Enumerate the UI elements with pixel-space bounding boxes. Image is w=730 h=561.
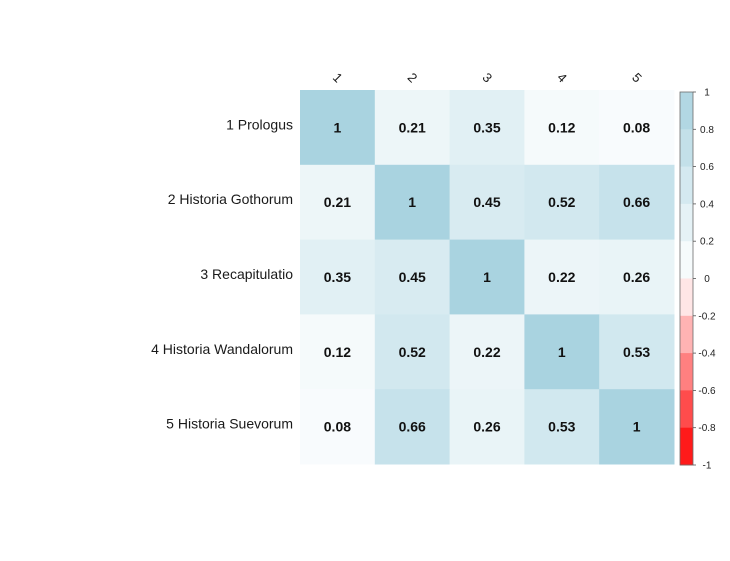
heatmap-cell (524, 239, 600, 315)
cell-value-label: 0.22 (473, 344, 500, 360)
cell-value-label: 0.12 (548, 119, 575, 135)
legend-tick-label: 0.8 (700, 125, 714, 136)
heatmap-cell (374, 314, 451, 390)
heatmap-cell (449, 239, 525, 315)
legend-tick-label: 0.2 (700, 237, 714, 248)
column-label: 4 (554, 70, 570, 86)
legend-color-segment (680, 315, 693, 354)
cell-value-label: 0.52 (548, 194, 575, 210)
heatmap-cell (599, 164, 675, 241)
heatmap-cell (599, 90, 675, 166)
legend-color-segment (680, 129, 693, 167)
legend-color-segment (680, 390, 693, 429)
row-label: 3 Recapitulatio (200, 266, 293, 282)
legend-color-segment (680, 427, 693, 466)
legend-tick-label: -0.4 (698, 349, 716, 360)
cell-value-label: 0.53 (548, 419, 575, 435)
legend-color-segment (680, 353, 693, 391)
cell-value-label: 0.45 (399, 269, 426, 285)
cell-value-label: 1 (334, 119, 342, 135)
cell-value-label: 1 (633, 419, 641, 435)
legend-tick-label: -0.8 (698, 423, 716, 434)
legend-tick-label: 0.6 (700, 162, 714, 173)
legend-color-segment (680, 166, 693, 205)
heatmap-cell (300, 239, 376, 315)
cell-value-label: 1 (558, 344, 566, 360)
column-label: 2 (405, 70, 421, 86)
cell-value-label: 0.22 (548, 269, 575, 285)
row-label: 2 Historia Gothorum (168, 191, 293, 207)
heatmap-cell (449, 314, 525, 390)
legend-color-segment (680, 203, 693, 242)
heatmap-cell (300, 314, 376, 390)
heatmap-cell (599, 239, 675, 315)
legend-tick-label: -0.2 (698, 311, 716, 322)
row-label: 5 Historia Suevorum (166, 416, 293, 432)
heatmap-cell (300, 164, 376, 241)
cell-value-label: 0.21 (324, 194, 351, 210)
heatmap-cell (449, 164, 525, 241)
column-label: 3 (479, 70, 495, 86)
row-label: 1 Prologus (226, 116, 293, 132)
cell-value-label: 0.53 (623, 344, 650, 360)
column-label: 1 (330, 70, 346, 86)
cell-value-label: 0.26 (473, 419, 500, 435)
heatmap-cell (524, 164, 600, 241)
cell-value-label: 0.26 (623, 269, 650, 285)
cell-value-label: 1 (408, 194, 416, 210)
legend-tick-label: -1 (703, 461, 712, 472)
heatmap-cell (374, 389, 451, 465)
column-label: 5 (629, 70, 645, 86)
heatmap-cell (374, 164, 451, 241)
legend-tick-label: -0.6 (698, 386, 716, 397)
heatmap-cell (449, 90, 525, 166)
heatmap-cell (374, 90, 451, 166)
row-label: 4 Historia Wandalorum (151, 341, 293, 357)
legend-tick-label: 0 (704, 274, 710, 285)
legend-color-segment (680, 92, 693, 130)
cell-value-label: 0.12 (324, 344, 351, 360)
cell-value-label: 0.35 (324, 269, 351, 285)
heatmap-cell (524, 90, 600, 166)
heatmap-cell (374, 239, 451, 315)
heatmap-cell (300, 90, 376, 166)
heatmap-cell (300, 389, 376, 465)
cell-value-label: 1 (483, 269, 491, 285)
legend-color-segment (680, 241, 693, 279)
heatmap-cell (449, 389, 525, 465)
cell-value-label: 0.08 (324, 419, 351, 435)
heatmap-cell (599, 314, 675, 390)
legend-tick-label: 0.4 (700, 199, 714, 210)
heatmap-cell (524, 314, 600, 390)
cell-value-label: 0.66 (623, 194, 650, 210)
cell-value-label: 0.52 (399, 344, 426, 360)
cell-value-label: 0.66 (399, 419, 426, 435)
cell-value-label: 0.08 (623, 119, 650, 135)
cell-value-label: 0.45 (473, 194, 500, 210)
legend-color-segment (680, 278, 693, 317)
heatmap-cell (524, 389, 600, 465)
cell-value-label: 0.21 (399, 119, 426, 135)
legend-tick-label: 1 (704, 88, 710, 99)
cell-value-label: 0.35 (473, 119, 500, 135)
heatmap-cell (599, 389, 675, 465)
